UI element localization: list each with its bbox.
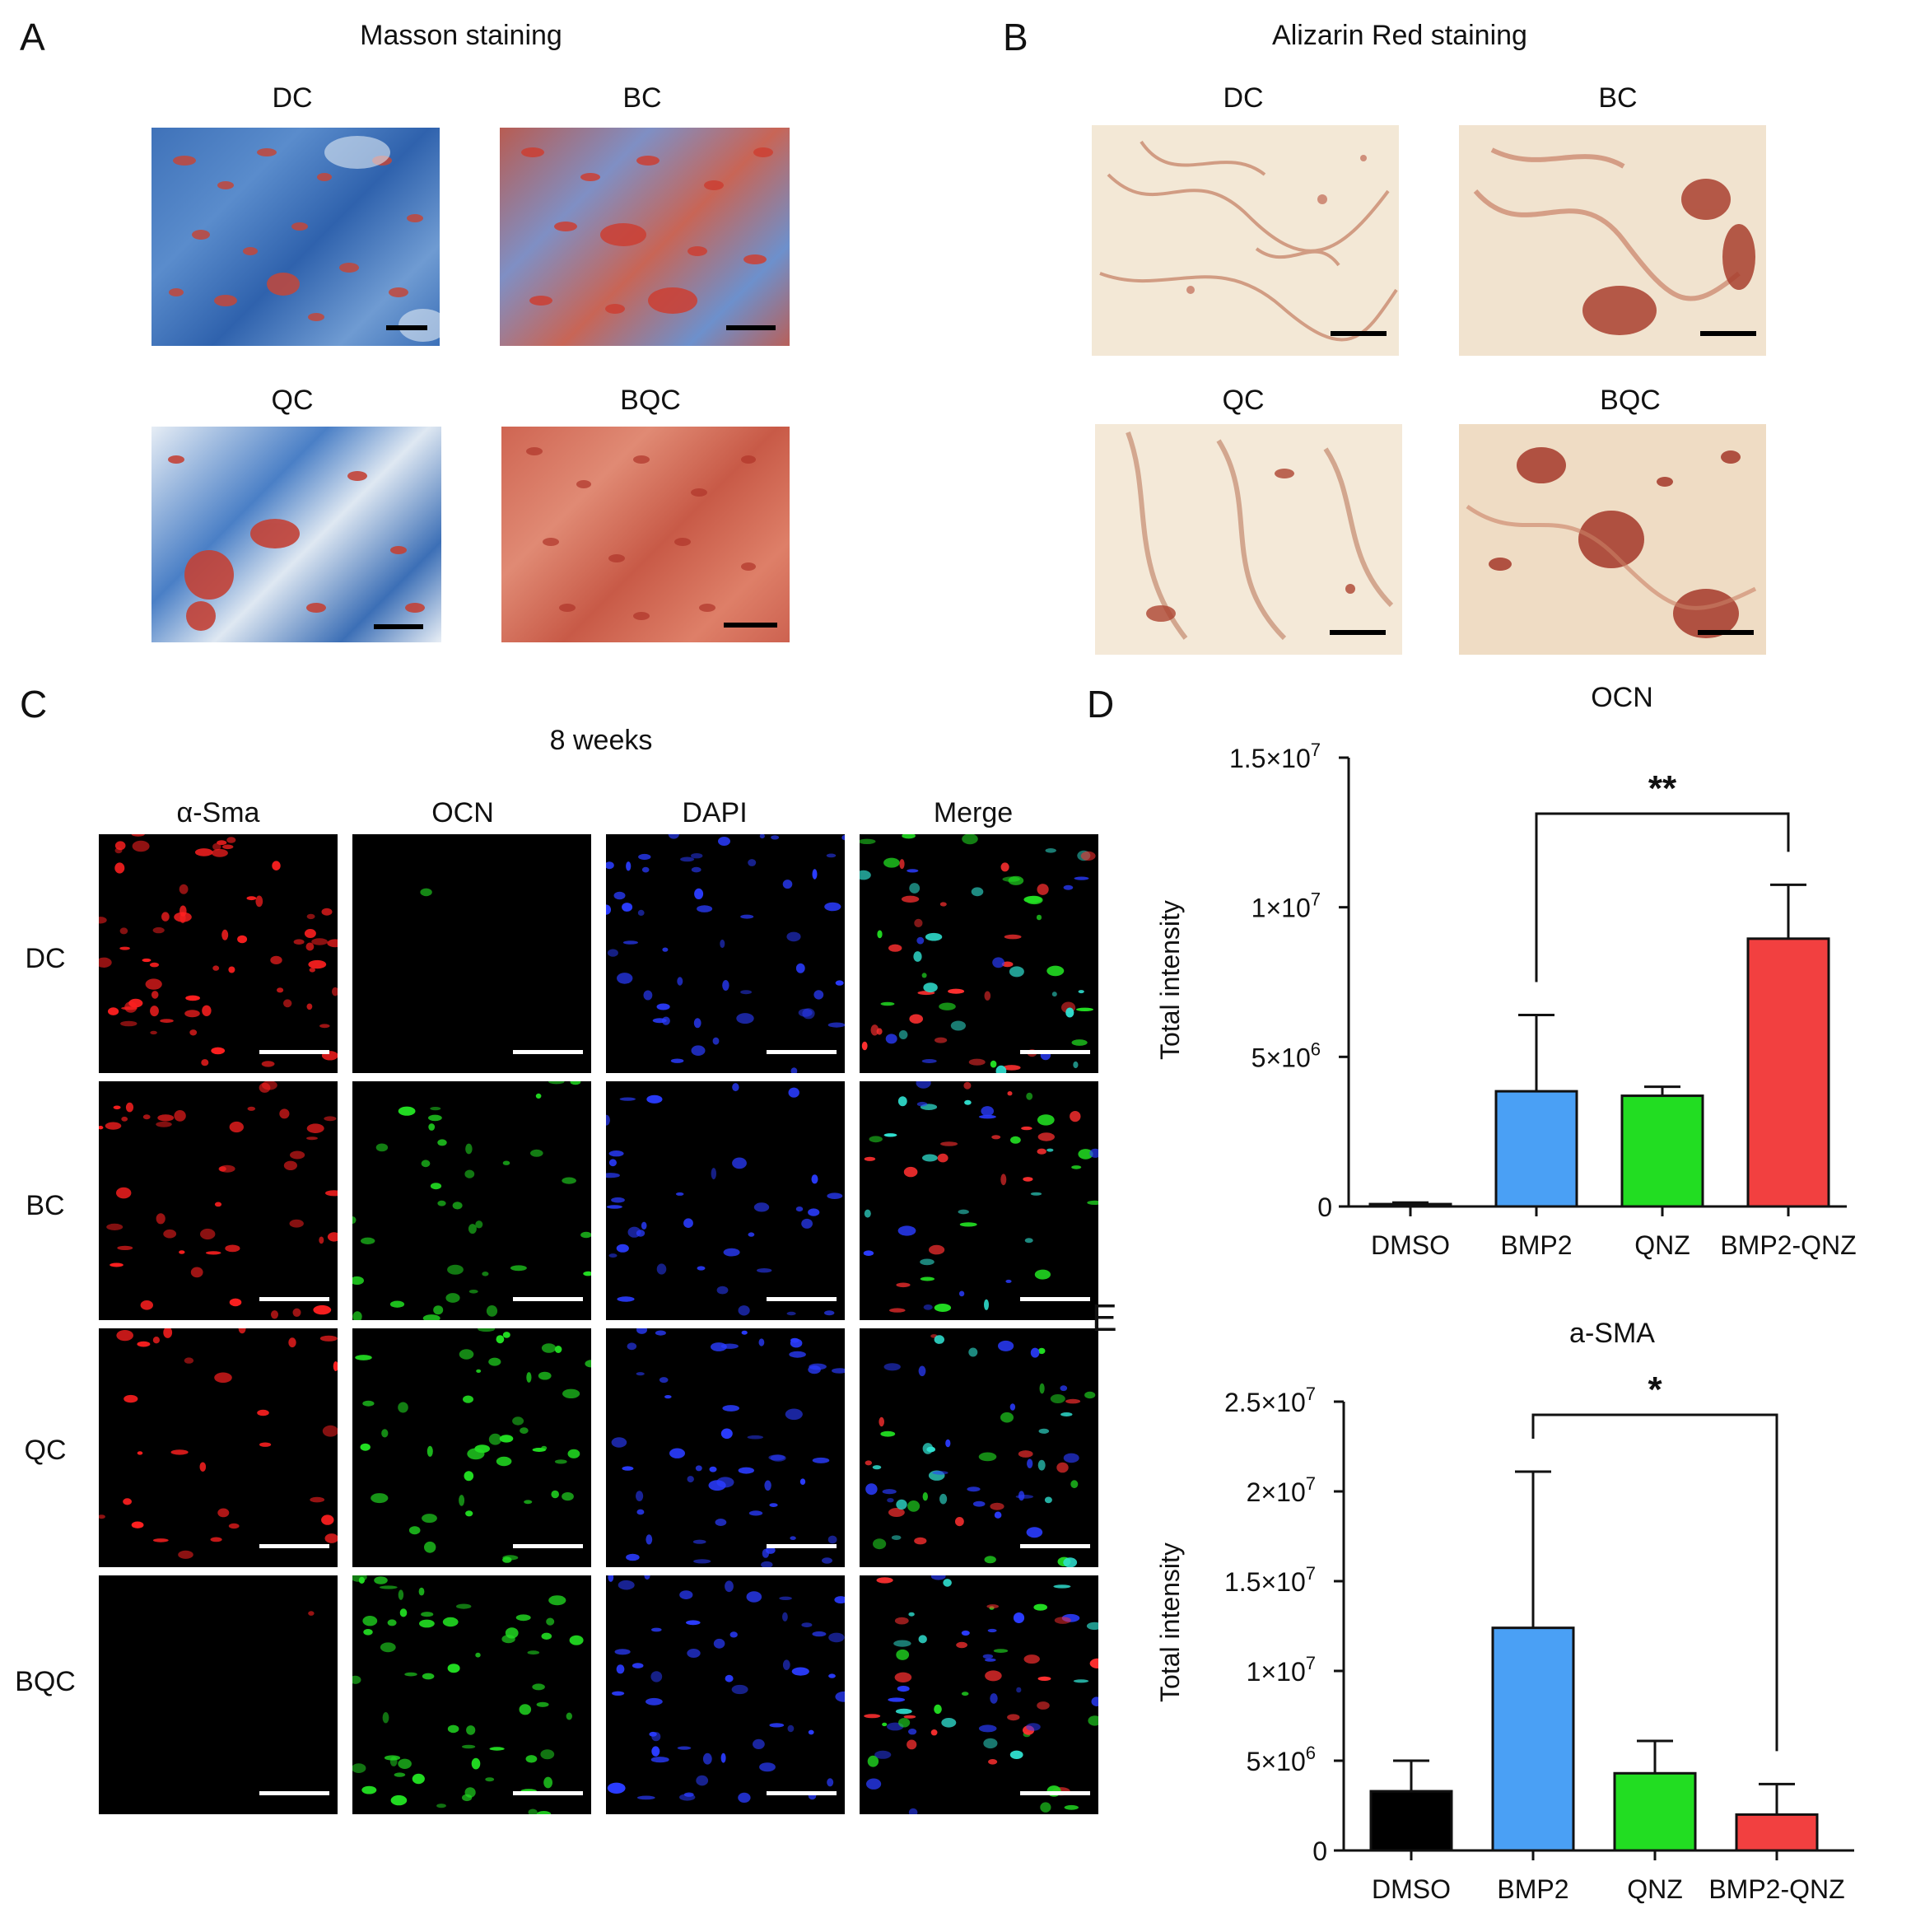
panel-a-img-title-dc: DC xyxy=(272,82,313,114)
alizarin-dc-image xyxy=(1092,125,1399,356)
y-tick-label: 1.5×107 xyxy=(1229,740,1321,773)
bar-bmp2-qnz xyxy=(1746,937,1830,1208)
bar-dmso xyxy=(1368,1202,1452,1208)
significance-marker: * xyxy=(1648,1370,1662,1410)
panel-b-title: Alizarin Red staining xyxy=(1272,20,1527,51)
panel-c-title: 8 weeks xyxy=(549,725,653,756)
if-image-qc-dapi xyxy=(606,1328,845,1567)
column-label-asma: α-Sma xyxy=(176,797,260,828)
x-tick-label: DMSO xyxy=(1372,1874,1451,1904)
panel-label-c: C xyxy=(20,683,48,726)
panel-label-d: D xyxy=(1087,683,1115,726)
if-image-qc-merge xyxy=(860,1328,1098,1567)
chart-title: a-SMA xyxy=(1569,1318,1655,1349)
ocn-bar-chart: OCN Total intensity 0 5×106 1×107 1.5×107 DMSO… xyxy=(1155,682,1857,1260)
bar-qnz xyxy=(1613,1771,1697,1852)
panel-b-img-title-bc: BC xyxy=(1598,82,1638,114)
x-tick-label: BMP2-QNZ xyxy=(1708,1874,1844,1904)
x-tick-label: BMP2-QNZ xyxy=(1720,1230,1856,1260)
if-image-qc-ocn xyxy=(352,1328,591,1567)
if-image-bc-merge xyxy=(860,1081,1098,1320)
bar-qnz xyxy=(1620,1094,1704,1208)
chart-title: OCN xyxy=(1591,682,1653,713)
panel-label-a: A xyxy=(20,16,45,58)
x-tick-label: BMP2 xyxy=(1500,1230,1572,1260)
panel-a-img-title-qc: QC xyxy=(271,385,314,416)
row-label-dc: DC xyxy=(25,943,66,974)
if-image-bc-sma xyxy=(99,1081,338,1320)
y-axis-label: Total intensity xyxy=(1155,900,1185,1060)
asma-bar-chart: a-SMA Total intensity 0 5×106 1×107 1.5×107 2×… xyxy=(1155,1318,1854,1904)
x-tick-label: DMSO xyxy=(1371,1230,1450,1260)
if-image-dc-sma xyxy=(99,834,338,1073)
if-image-bqc-merge xyxy=(860,1575,1098,1814)
if-image-dc-merge xyxy=(860,834,1098,1073)
bar-bmp2 xyxy=(1494,1090,1578,1208)
bar-bmp2-qnz xyxy=(1735,1813,1819,1852)
y-tick-label: 0 xyxy=(1312,1836,1327,1866)
y-tick-label: 0 xyxy=(1317,1192,1332,1222)
if-image-bqc-ocn xyxy=(352,1575,591,1814)
column-label-ocn: OCN xyxy=(431,797,494,828)
if-image-bqc-dapi xyxy=(606,1575,845,1814)
if-image-dc-ocn xyxy=(352,834,591,1073)
if-image-dc-dapi xyxy=(606,834,845,1073)
alizarin-bqc-image xyxy=(1459,424,1766,655)
x-tick-label: QNZ xyxy=(1634,1230,1690,1260)
alizarin-qc-image xyxy=(1095,424,1402,655)
y-tick-label: 5×106 xyxy=(1251,1038,1321,1072)
masson-bqc-image xyxy=(501,427,790,642)
row-label-bc: BC xyxy=(26,1190,65,1221)
y-tick-label: 1×107 xyxy=(1251,889,1321,923)
bar-bmp2 xyxy=(1491,1626,1575,1852)
significance-bracket xyxy=(1535,812,1790,982)
column-label-dapi: DAPI xyxy=(682,797,748,828)
bar-dmso xyxy=(1369,1790,1453,1852)
panel-b-img-title-qc: QC xyxy=(1222,385,1265,416)
masson-qc-image xyxy=(151,427,441,642)
panel-label-e: E xyxy=(1092,1296,1117,1339)
column-label-merge: Merge xyxy=(933,797,1014,828)
panel-a-img-title-bc: BC xyxy=(622,82,662,114)
if-image-bc-ocn xyxy=(352,1081,591,1320)
panel-a-img-title-bqc: BQC xyxy=(620,385,681,416)
panel-b-img-title-bqc: BQC xyxy=(1600,385,1661,416)
significance-marker: ** xyxy=(1648,768,1677,809)
x-tick-label: QNZ xyxy=(1627,1874,1683,1904)
panel-label-b: B xyxy=(1003,16,1028,58)
masson-bc-image xyxy=(500,128,790,346)
immunofluorescence-grid xyxy=(99,834,1098,1816)
y-tick-label: 2×107 xyxy=(1247,1473,1316,1507)
y-tick-label: 5×106 xyxy=(1247,1743,1316,1776)
row-label-bqc: BQC xyxy=(15,1666,76,1697)
if-image-bc-dapi xyxy=(606,1081,845,1320)
significance-bracket xyxy=(1531,1413,1778,1752)
y-axis-label: Total intensity xyxy=(1155,1542,1185,1702)
panel-b-img-title-dc: DC xyxy=(1223,82,1264,114)
x-tick-label: BMP2 xyxy=(1497,1874,1568,1904)
panel-a-title: Masson staining xyxy=(360,20,562,51)
if-image-bqc-sma xyxy=(99,1575,338,1814)
y-tick-label: 1.5×107 xyxy=(1224,1563,1316,1597)
if-image-qc-sma xyxy=(99,1328,338,1567)
row-label-qc: QC xyxy=(24,1435,67,1466)
y-tick-label: 1×107 xyxy=(1247,1653,1316,1687)
masson-dc-image xyxy=(151,128,440,346)
y-tick-label: 2.5×107 xyxy=(1224,1384,1316,1417)
alizarin-bc-image xyxy=(1459,125,1766,356)
